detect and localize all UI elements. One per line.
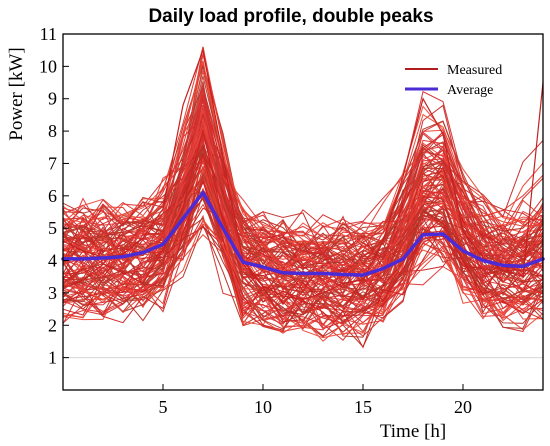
measured-line [62, 135, 544, 287]
x-axis-ticks: 5 10 15 20 [159, 384, 472, 417]
x-tick-label: 15 [354, 397, 372, 417]
y-tick-label: 6 [48, 186, 57, 206]
measured-line [62, 129, 544, 311]
y-axis-label: Power [kW] [6, 47, 27, 140]
x-axis-label: Time [h] [380, 421, 446, 442]
plot-frame [62, 33, 544, 391]
measured-line [62, 61, 544, 244]
legend-average-label: Average [447, 83, 493, 98]
measured-line [62, 220, 544, 327]
y-tick-label: 7 [48, 153, 57, 173]
measured-line [62, 60, 544, 245]
y-tick-label: 9 [48, 89, 57, 109]
measured-line [62, 174, 544, 272]
y-tick-label: 5 [48, 218, 57, 238]
measured-reference-line [62, 47, 544, 301]
y-tick-label: 1 [48, 348, 57, 368]
x-tick-label: 5 [159, 397, 168, 417]
measured-line [62, 162, 544, 272]
measured-line [62, 218, 544, 342]
x-tick-label: 20 [454, 397, 472, 417]
measured-line [62, 76, 544, 254]
average-series-line [61, 190, 545, 277]
y-tick-label: 3 [48, 283, 57, 303]
measured-line [62, 93, 544, 267]
measured-line [62, 149, 544, 298]
y-tick-label: 10 [39, 56, 57, 76]
chart-title: Daily load profile, double peaks [148, 6, 433, 27]
x-tick-label: 10 [254, 397, 272, 417]
legend: Measured Average [405, 63, 502, 98]
measured-line [62, 191, 544, 333]
y-tick-label: 8 [48, 121, 57, 141]
measured-line [62, 148, 544, 269]
measured-line [62, 88, 544, 291]
y-tick-label: 11 [40, 24, 57, 44]
measured-line [62, 158, 544, 333]
measured-line [62, 171, 544, 330]
y-tick-label: 2 [48, 315, 57, 335]
legend-measured-label: Measured [447, 63, 502, 78]
measured-line [62, 166, 544, 276]
y-tick-label: 4 [48, 251, 57, 271]
measured-line [62, 155, 544, 316]
measured-line [62, 99, 544, 250]
measured-line [62, 229, 544, 332]
measured-series-lines [62, 46, 544, 349]
y-axis-ticks: 1 2 3 4 5 6 7 8 9 10 11 [39, 24, 69, 368]
measured-line [62, 153, 544, 333]
measured-line [62, 46, 544, 252]
measured-line [62, 226, 544, 317]
measured-line [62, 140, 544, 266]
